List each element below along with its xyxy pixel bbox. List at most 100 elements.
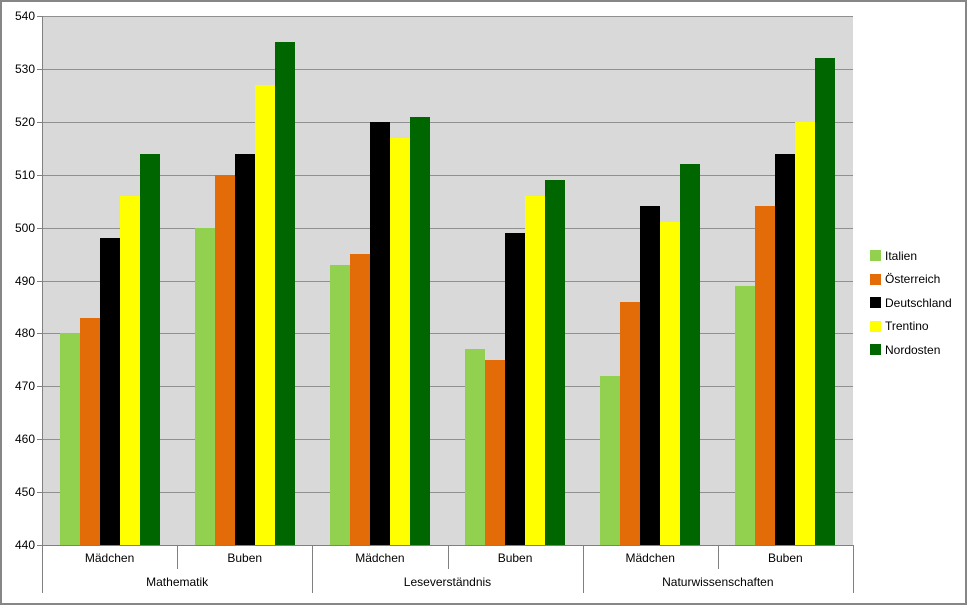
bar-nordosten-0 — [139, 153, 160, 545]
gridline — [42, 333, 853, 335]
bar-italien-3 — [465, 349, 486, 545]
x-axis-divider — [717, 546, 719, 569]
bar-österreich-2 — [349, 254, 370, 545]
x-axis-divider — [853, 546, 854, 593]
gridline — [42, 121, 853, 123]
x-axis-group-label: Buben — [227, 551, 263, 565]
y-tick-label: 510 — [14, 167, 35, 182]
bar-deutschland-1 — [234, 153, 255, 545]
legend-label: Deutschland — [885, 295, 952, 310]
gridline — [42, 174, 853, 176]
x-axis-divider — [582, 546, 584, 593]
bar-deutschland-0 — [99, 238, 120, 545]
legend-swatch-icon — [870, 297, 881, 309]
y-tick-label: 520 — [14, 114, 35, 129]
x-axis-group-label: Mädchen — [625, 551, 675, 565]
bar-trentino-1 — [254, 84, 275, 545]
bar-trentino-4 — [660, 222, 681, 545]
x-axis-group-label: Mädchen — [84, 551, 135, 565]
bar-nordosten-4 — [680, 164, 701, 545]
legend-swatch-icon — [870, 320, 881, 332]
legend: Italien Österreich Deutschland Trentino Nord… — [870, 244, 965, 362]
bar-italien-0 — [59, 333, 80, 545]
y-tick-mark — [37, 545, 42, 546]
bar-deutschland-3 — [505, 232, 526, 545]
x-axis-category-label: Leseverständnis — [403, 575, 492, 589]
legend-label: Italien — [885, 248, 918, 263]
bar-trentino-3 — [525, 195, 546, 545]
y-tick-mark — [37, 174, 42, 176]
legend-swatch-icon — [870, 344, 881, 356]
x-axis-category-label: Mathematik — [146, 575, 209, 589]
y-tick-label: 530 — [14, 61, 35, 76]
bar-nordosten-3 — [545, 180, 566, 545]
y-tick-label: 440 — [14, 538, 35, 552]
legend-item-trentino: Trentino — [870, 315, 965, 339]
bar-nordosten-5 — [815, 58, 836, 545]
gridline — [42, 68, 853, 70]
gridline — [42, 280, 853, 282]
legend-item-nordosten: Nordosten — [870, 338, 965, 362]
x-axis-line — [42, 545, 854, 546]
bar-österreich-4 — [620, 301, 641, 545]
x-axis-group-label: Mädchen — [355, 551, 405, 565]
bar-italien-4 — [600, 375, 621, 545]
gridline — [42, 439, 853, 441]
gridline — [42, 386, 853, 388]
x-axis-gender-row: Mädchen Buben Mädchen Buben Mädchen Buben — [42, 546, 853, 570]
y-tick-label: 540 — [14, 9, 35, 23]
x-axis-subject-row: Mathematik Leseverständnis Naturwissenscha… — [42, 570, 853, 594]
x-axis-divider — [177, 546, 179, 569]
bar-österreich-3 — [485, 359, 506, 545]
legend-item-österreich: Österreich — [870, 268, 965, 292]
x-axis-divider — [42, 546, 43, 593]
legend-label: Österreich — [885, 272, 941, 287]
y-tick-mark — [37, 68, 42, 70]
bar-deutschland-4 — [640, 206, 661, 545]
bar-österreich-5 — [755, 206, 776, 545]
y-tick-mark — [37, 386, 42, 388]
bar-deutschland-5 — [775, 153, 796, 545]
y-tick-label: 450 — [14, 485, 35, 500]
bar-österreich-1 — [214, 174, 235, 545]
y-tick-label: 480 — [14, 326, 35, 341]
bar-nordosten-1 — [274, 42, 295, 545]
legend-item-deutschland: Deutschland — [870, 291, 965, 315]
y-tick-mark — [37, 492, 42, 494]
legend-swatch-icon — [870, 273, 881, 285]
bar-nordosten-2 — [409, 116, 430, 545]
x-axis-category-label: Naturwissenschaften — [662, 575, 774, 589]
gridline — [42, 492, 853, 494]
y-tick-label: 490 — [14, 273, 35, 288]
legend-label: Trentino — [885, 319, 929, 334]
bar-österreich-0 — [79, 317, 100, 545]
bar-italien-5 — [735, 285, 756, 545]
x-axis-divider — [447, 546, 449, 569]
y-tick-mark — [37, 280, 42, 282]
y-tick-mark — [37, 16, 42, 17]
bar-trentino-2 — [389, 137, 410, 545]
y-tick-mark — [37, 333, 42, 335]
legend-label: Nordosten — [885, 342, 941, 357]
gridline — [42, 16, 853, 17]
legend-item-italien: Italien — [870, 244, 965, 268]
y-tick-label: 460 — [14, 432, 35, 447]
gridline — [42, 227, 853, 229]
y-axis-line — [42, 16, 43, 593]
bar-italien-2 — [329, 264, 350, 545]
bar-deutschland-2 — [369, 121, 390, 545]
x-axis-divider — [312, 546, 314, 593]
legend-swatch-icon — [870, 250, 881, 262]
y-tick-mark — [37, 121, 42, 123]
bar-trentino-0 — [119, 195, 140, 545]
x-axis-group-label: Buben — [768, 551, 803, 565]
plot-area — [42, 16, 853, 545]
bar-italien-1 — [194, 227, 215, 545]
y-tick-mark — [37, 439, 42, 441]
x-axis-group-label: Buben — [497, 551, 533, 565]
y-tick-label: 500 — [14, 220, 35, 235]
y-tick-mark — [37, 227, 42, 229]
y-tick-label: 470 — [14, 379, 35, 394]
bar-trentino-5 — [795, 121, 816, 545]
